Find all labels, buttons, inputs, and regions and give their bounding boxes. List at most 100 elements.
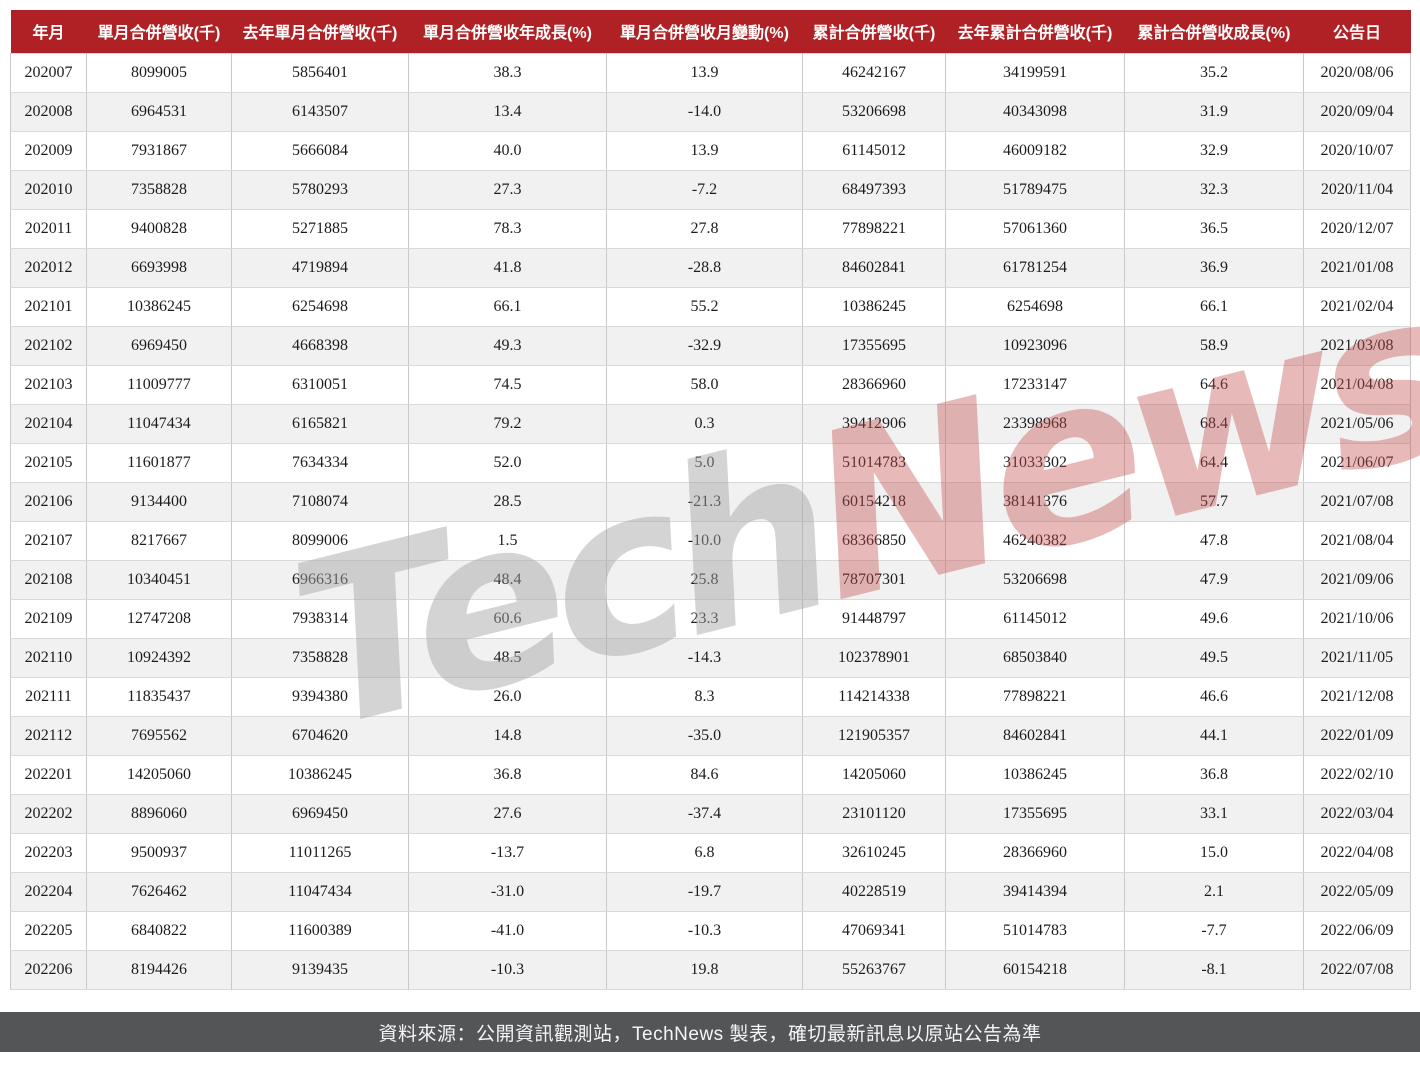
table-cell: 2021/11/05 <box>1303 637 1411 678</box>
table-cell: 5780293 <box>231 169 409 210</box>
table-cell: 6966316 <box>231 559 409 600</box>
table-cell: 6969450 <box>231 793 409 834</box>
table-cell: 7634334 <box>231 442 409 483</box>
table-cell: 47.9 <box>1124 559 1304 600</box>
table-cell: 202201 <box>10 754 87 795</box>
table-cell: 202202 <box>10 793 87 834</box>
table-cell: 46242167 <box>802 52 946 93</box>
table-cell: 4668398 <box>231 325 409 366</box>
table-cell: 84602841 <box>802 247 946 288</box>
table-row: 202012 6693998 4719894 41.8 -28.8 84602841 617… <box>10 247 1411 288</box>
table-cell: -32.9 <box>606 325 803 366</box>
table-cell: 61145012 <box>802 130 946 171</box>
table-cell: 84602841 <box>945 715 1125 756</box>
table-cell: 58.9 <box>1124 325 1304 366</box>
table-cell: 2022/02/10 <box>1303 754 1411 795</box>
table-cell: 202103 <box>10 364 87 405</box>
table-cell: 10386245 <box>802 286 946 327</box>
table-cell: 57.7 <box>1124 481 1304 522</box>
table-cell: 8896060 <box>86 793 232 834</box>
table-cell: 53206698 <box>802 91 946 132</box>
table-cell: 202111 <box>10 676 87 717</box>
table-cell: 8.3 <box>606 676 803 717</box>
table-cell: 48.5 <box>408 637 607 678</box>
table-cell: 68.4 <box>1124 403 1304 444</box>
table-cell: -7.2 <box>606 169 803 210</box>
table-cell: 2021/02/04 <box>1303 286 1411 327</box>
table-row: 202112 7695562 6704620 14.8 -35.0 121905357 84… <box>10 715 1411 756</box>
table-cell: 6964531 <box>86 91 232 132</box>
table-cell: 40.0 <box>408 130 607 171</box>
table-cell: 7938314 <box>231 598 409 639</box>
table-cell: 60.6 <box>408 598 607 639</box>
table-cell: 2021/06/07 <box>1303 442 1411 483</box>
table-row: 202007 8099005 5856401 38.3 13.9 46242167 3419… <box>10 52 1411 93</box>
table-cell: -31.0 <box>408 871 607 912</box>
table-cell: 202105 <box>10 442 87 483</box>
table-cell: 74.5 <box>408 364 607 405</box>
table-cell: 44.1 <box>1124 715 1304 756</box>
table-cell: 78.3 <box>408 208 607 249</box>
table-cell: 31.9 <box>1124 91 1304 132</box>
table-cell: 2021/05/06 <box>1303 403 1411 444</box>
table-cell: 36.8 <box>1124 754 1304 795</box>
table-cell: 202204 <box>10 871 87 912</box>
table-cell: 32.3 <box>1124 169 1304 210</box>
table-cell: 27.6 <box>408 793 607 834</box>
table-cell: 23.3 <box>606 598 803 639</box>
table-cell: 52.0 <box>408 442 607 483</box>
table-cell: 68497393 <box>802 169 946 210</box>
table-cell: 202107 <box>10 520 87 561</box>
table-cell: 202106 <box>10 481 87 522</box>
table-cell: 202008 <box>10 91 87 132</box>
column-header-7: 去年累計合併營收(千) <box>945 10 1125 53</box>
table-cell: 202206 <box>10 949 87 990</box>
table-cell: -41.0 <box>408 910 607 951</box>
table-cell: 5666084 <box>231 130 409 171</box>
source-footer-bar: 資料來源：公開資訊觀測站，TechNews 製表，確切最新訊息以原站公告為準 <box>0 1012 1420 1052</box>
table-cell: 0.3 <box>606 403 803 444</box>
table-cell: 35.2 <box>1124 52 1304 93</box>
table-cell: 31033302 <box>945 442 1125 483</box>
table-cell: 91448797 <box>802 598 946 639</box>
table-cell: 77898221 <box>945 676 1125 717</box>
table-cell: 2021/01/08 <box>1303 247 1411 288</box>
table-cell: 17233147 <box>945 364 1125 405</box>
table-cell: 25.8 <box>606 559 803 600</box>
table-cell: 17355695 <box>945 793 1125 834</box>
table-cell: 6143507 <box>231 91 409 132</box>
table-cell: -21.3 <box>606 481 803 522</box>
table-cell: 202102 <box>10 325 87 366</box>
table-cell: 202009 <box>10 130 87 171</box>
table-cell: 49.6 <box>1124 598 1304 639</box>
table-cell: 64.6 <box>1124 364 1304 405</box>
table-cell: 7108074 <box>231 481 409 522</box>
table-cell: 68366850 <box>802 520 946 561</box>
table-cell: 17355695 <box>802 325 946 366</box>
table-row: 202107 8217667 8099006 1.5 -10.0 68366850 4624… <box>10 520 1411 561</box>
table-cell: 66.1 <box>1124 286 1304 327</box>
table-cell: 114214338 <box>802 676 946 717</box>
column-header-5: 單月合併營收月變動(%) <box>606 10 803 53</box>
table-row: 202008 6964531 6143507 13.4 -14.0 53206698 403… <box>10 91 1411 132</box>
table-cell: 27.3 <box>408 169 607 210</box>
table-cell: 51014783 <box>802 442 946 483</box>
table-cell: 40228519 <box>802 871 946 912</box>
table-cell: 5.0 <box>606 442 803 483</box>
table-cell: 39412906 <box>802 403 946 444</box>
table-cell: 51789475 <box>945 169 1125 210</box>
table-cell: 2021/04/08 <box>1303 364 1411 405</box>
revenue-table: 年月 單月合併營收(千) 去年單月合併營收(千) 單月合併營收年成長(%) 單月合併營收… <box>10 10 1411 990</box>
table-cell: 78707301 <box>802 559 946 600</box>
table-cell: 202109 <box>10 598 87 639</box>
table-cell: 202112 <box>10 715 87 756</box>
table-cell: 6693998 <box>86 247 232 288</box>
table-cell: 2020/10/07 <box>1303 130 1411 171</box>
table-cell: 60154218 <box>802 481 946 522</box>
table-cell: -37.4 <box>606 793 803 834</box>
table-cell: 2020/08/06 <box>1303 52 1411 93</box>
table-cell: 33.1 <box>1124 793 1304 834</box>
table-cell: 8194426 <box>86 949 232 990</box>
table-cell: 6254698 <box>231 286 409 327</box>
table-cell: -7.7 <box>1124 910 1304 951</box>
